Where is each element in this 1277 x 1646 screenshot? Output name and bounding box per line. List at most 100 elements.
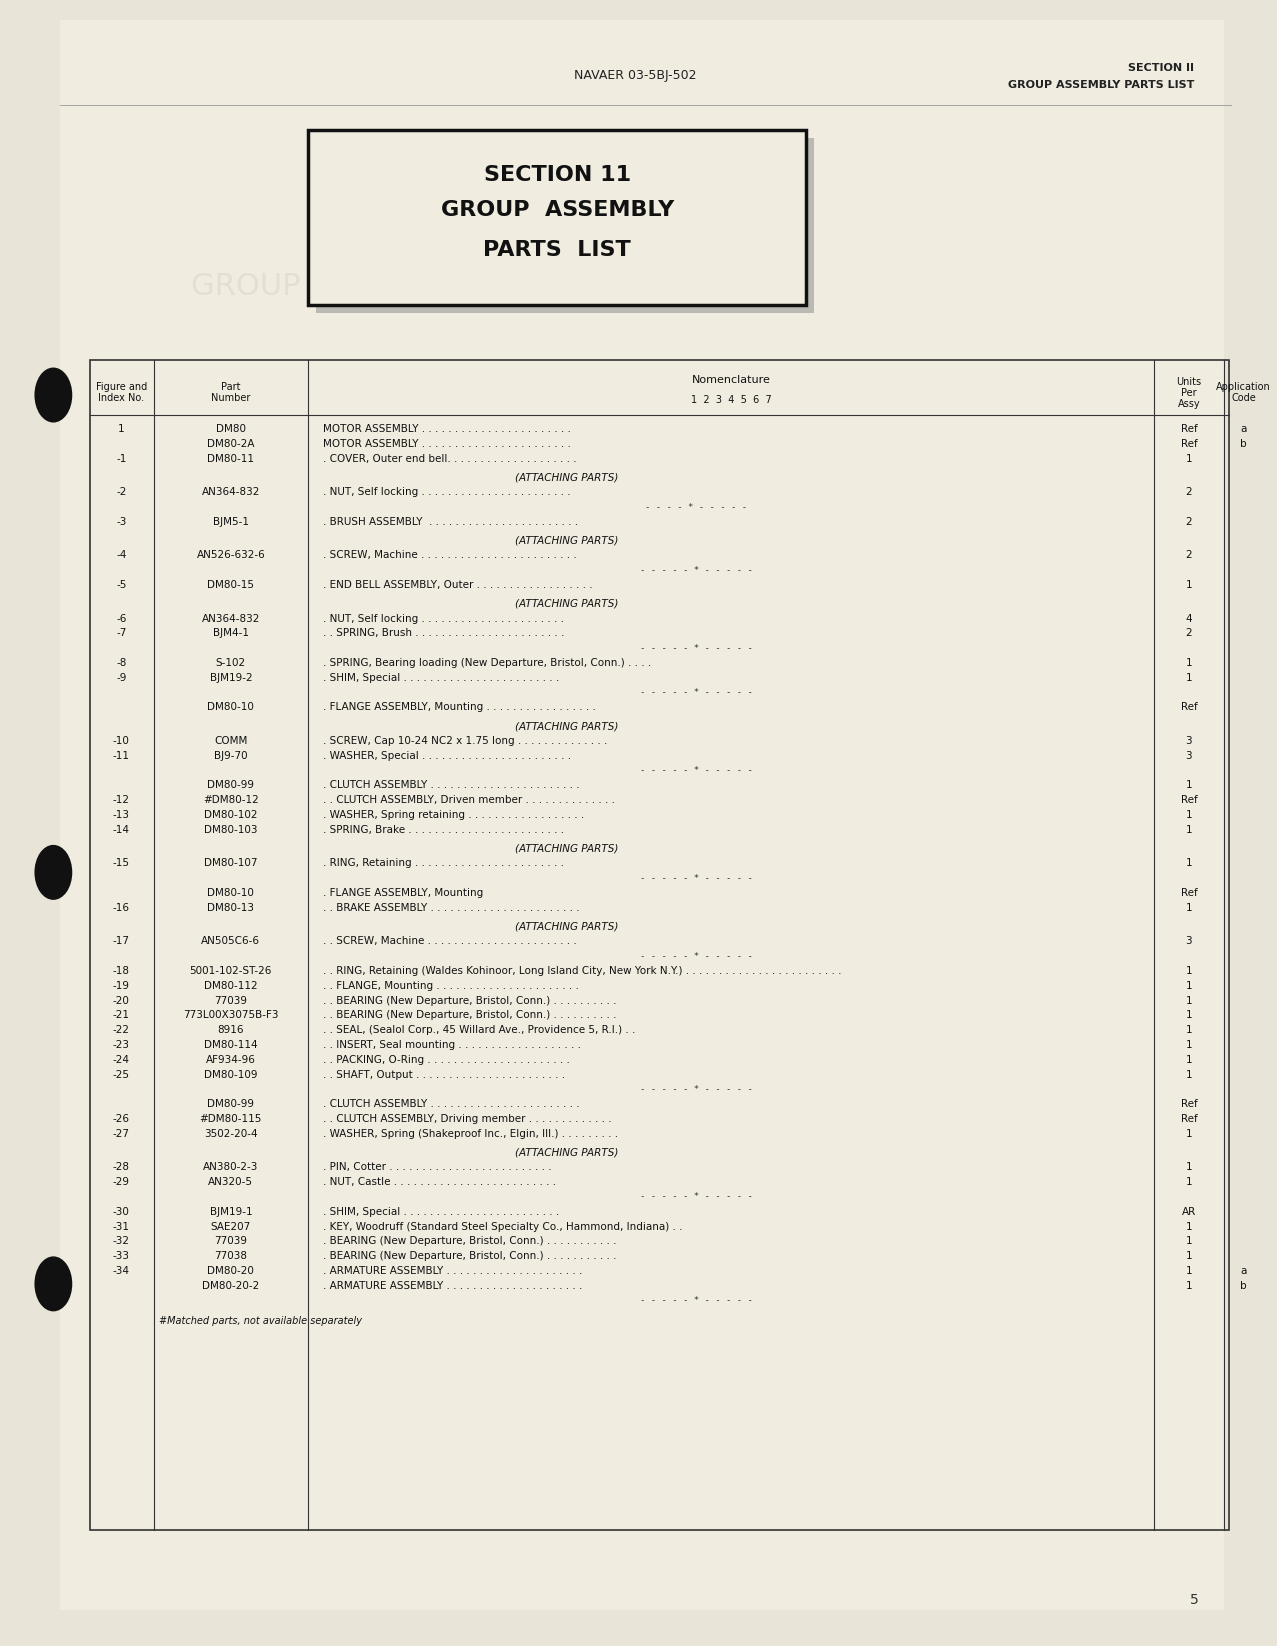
Text: -27: -27 bbox=[112, 1129, 130, 1139]
Text: SAE207: SAE207 bbox=[211, 1221, 252, 1231]
Text: Part: Part bbox=[221, 382, 240, 392]
Text: SECTION II
GROUP ASSEMBLY PARTS LIST: SECTION II GROUP ASSEMBLY PARTS LIST bbox=[190, 239, 645, 301]
Text: 1: 1 bbox=[1185, 859, 1193, 869]
Text: 4: 4 bbox=[1185, 614, 1193, 624]
Text: 1: 1 bbox=[1185, 1251, 1193, 1261]
Text: 1  2  3  4  5  6  7: 1 2 3 4 5 6 7 bbox=[691, 395, 771, 405]
Text: -2: -2 bbox=[116, 487, 126, 497]
Text: -29: -29 bbox=[112, 1177, 130, 1187]
Ellipse shape bbox=[34, 1256, 73, 1312]
Text: 3: 3 bbox=[1185, 751, 1193, 760]
Bar bbox=[89, 360, 1228, 1531]
Text: Per: Per bbox=[1181, 388, 1197, 398]
Text: 1: 1 bbox=[1185, 902, 1193, 914]
Text: . CLUTCH ASSEMBLY . . . . . . . . . . . . . . . . . . . . . . .: . CLUTCH ASSEMBLY . . . . . . . . . . . … bbox=[323, 780, 580, 790]
Text: AN526-632-6: AN526-632-6 bbox=[197, 550, 266, 560]
Text: -32: -32 bbox=[112, 1236, 130, 1246]
Text: . NUT, Self locking . . . . . . . . . . . . . . . . . . . . . .: . NUT, Self locking . . . . . . . . . . … bbox=[323, 614, 564, 624]
Text: (ATTACHING PARTS): (ATTACHING PARTS) bbox=[516, 599, 619, 609]
Text: DM80-99: DM80-99 bbox=[207, 780, 254, 790]
Text: 1: 1 bbox=[1185, 810, 1193, 820]
Text: (ATTACHING PARTS): (ATTACHING PARTS) bbox=[516, 535, 619, 545]
Text: Number: Number bbox=[211, 393, 250, 403]
Text: . . PACKING, O-Ring . . . . . . . . . . . . . . . . . . . . . .: . . PACKING, O-Ring . . . . . . . . . . … bbox=[323, 1055, 571, 1065]
Text: -12: -12 bbox=[112, 795, 130, 805]
Text: . . FLANGE, Mounting . . . . . . . . . . . . . . . . . . . . . .: . . FLANGE, Mounting . . . . . . . . . .… bbox=[323, 981, 580, 991]
Text: GROUP ASSEMBLY PARTS LIST: GROUP ASSEMBLY PARTS LIST bbox=[1008, 81, 1194, 91]
Text: b: b bbox=[1240, 1281, 1248, 1290]
Text: -19: -19 bbox=[112, 981, 130, 991]
Text: DM80-10: DM80-10 bbox=[207, 887, 254, 899]
Text: - - - - - * - - - - -: - - - - - * - - - - - bbox=[640, 1085, 753, 1095]
Text: 773L00X3075B-F3: 773L00X3075B-F3 bbox=[183, 1011, 278, 1021]
Text: 1: 1 bbox=[1185, 1070, 1193, 1080]
Text: 77038: 77038 bbox=[215, 1251, 248, 1261]
Text: . KEY, Woodruff (Standard Steel Specialty Co., Hammond, Indiana) . .: . KEY, Woodruff (Standard Steel Specialt… bbox=[323, 1221, 683, 1231]
Text: 1: 1 bbox=[1185, 1281, 1193, 1290]
Text: 3502-20-4: 3502-20-4 bbox=[204, 1129, 258, 1139]
Text: . . SEAL, (Sealol Corp., 45 Willard Ave., Providence 5, R.I.) . .: . . SEAL, (Sealol Corp., 45 Willard Ave.… bbox=[323, 1025, 636, 1035]
Text: DM80-99: DM80-99 bbox=[207, 1100, 254, 1109]
Text: 2: 2 bbox=[1185, 629, 1193, 639]
Text: . . CLUTCH ASSEMBLY, Driving member . . . . . . . . . . . . .: . . CLUTCH ASSEMBLY, Driving member . . … bbox=[323, 1114, 612, 1124]
Text: . . SHAFT, Output . . . . . . . . . . . . . . . . . . . . . . .: . . SHAFT, Output . . . . . . . . . . . … bbox=[323, 1070, 566, 1080]
Text: - - - - - * - - - - -: - - - - - * - - - - - bbox=[640, 688, 753, 698]
Text: Ref: Ref bbox=[1181, 425, 1198, 435]
Text: - - - - - * - - - - -: - - - - - * - - - - - bbox=[640, 951, 753, 961]
Text: AN505C6-6: AN505C6-6 bbox=[202, 937, 261, 946]
Text: DM80-112: DM80-112 bbox=[204, 981, 258, 991]
FancyBboxPatch shape bbox=[309, 130, 806, 305]
Text: -33: -33 bbox=[112, 1251, 130, 1261]
Text: -23: -23 bbox=[112, 1040, 130, 1050]
Text: . SHIM, Special . . . . . . . . . . . . . . . . . . . . . . . .: . SHIM, Special . . . . . . . . . . . . … bbox=[323, 1207, 559, 1216]
Text: 3: 3 bbox=[1185, 937, 1193, 946]
Text: Units: Units bbox=[1176, 377, 1202, 387]
Text: BJM19-2: BJM19-2 bbox=[209, 673, 252, 683]
Text: 1: 1 bbox=[1185, 1162, 1193, 1172]
Text: Index No.: Index No. bbox=[98, 393, 144, 403]
Text: . . CLUTCH ASSEMBLY, Driven member . . . . . . . . . . . . . .: . . CLUTCH ASSEMBLY, Driven member . . .… bbox=[323, 795, 616, 805]
Text: . RING, Retaining . . . . . . . . . . . . . . . . . . . . . . .: . RING, Retaining . . . . . . . . . . . … bbox=[323, 859, 564, 869]
Text: . FLANGE ASSEMBLY, Mounting: . FLANGE ASSEMBLY, Mounting bbox=[323, 887, 484, 899]
Text: . SPRING, Bearing loading (New Departure, Bristol, Conn.) . . . .: . SPRING, Bearing loading (New Departure… bbox=[323, 658, 651, 668]
Text: -16: -16 bbox=[112, 902, 130, 914]
Text: SECTION 11: SECTION 11 bbox=[484, 165, 631, 184]
Text: 1: 1 bbox=[1185, 825, 1193, 835]
Text: DM80-103: DM80-103 bbox=[204, 825, 258, 835]
Text: BJM4-1: BJM4-1 bbox=[213, 629, 249, 639]
Text: AN320-5: AN320-5 bbox=[208, 1177, 253, 1187]
Text: . END BELL ASSEMBLY, Outer . . . . . . . . . . . . . . . . . .: . END BELL ASSEMBLY, Outer . . . . . . .… bbox=[323, 579, 593, 589]
Text: 1: 1 bbox=[1185, 996, 1193, 1006]
Text: -14: -14 bbox=[112, 825, 130, 835]
Text: 1: 1 bbox=[1185, 1177, 1193, 1187]
Text: - - - - - * - - - - -: - - - - - * - - - - - bbox=[640, 1295, 753, 1305]
Text: Ref: Ref bbox=[1181, 439, 1198, 449]
Text: -30: -30 bbox=[112, 1207, 130, 1216]
Text: . NUT, Self locking . . . . . . . . . . . . . . . . . . . . . . .: . NUT, Self locking . . . . . . . . . . … bbox=[323, 487, 571, 497]
Text: DM80-114: DM80-114 bbox=[204, 1040, 258, 1050]
Text: a: a bbox=[1240, 425, 1246, 435]
Text: BJM5-1: BJM5-1 bbox=[213, 517, 249, 527]
Text: 1: 1 bbox=[1185, 966, 1193, 976]
Text: - - - - - * - - - - -: - - - - - * - - - - - bbox=[640, 765, 753, 775]
FancyBboxPatch shape bbox=[317, 138, 813, 313]
Text: Ref: Ref bbox=[1181, 887, 1198, 899]
Text: Figure and: Figure and bbox=[96, 382, 147, 392]
Text: b: b bbox=[1240, 439, 1248, 449]
Text: -10: -10 bbox=[112, 736, 130, 746]
Text: DM80-10: DM80-10 bbox=[207, 703, 254, 713]
Text: DM80-15: DM80-15 bbox=[207, 579, 254, 589]
Text: DM80-20-2: DM80-20-2 bbox=[202, 1281, 259, 1290]
Text: NAVAER 03-5BJ-502: NAVAER 03-5BJ-502 bbox=[573, 69, 696, 82]
Text: 77039: 77039 bbox=[215, 1236, 248, 1246]
Text: -5: -5 bbox=[116, 579, 126, 589]
Text: Application: Application bbox=[1216, 382, 1271, 392]
Text: -21: -21 bbox=[112, 1011, 130, 1021]
Text: . FLANGE ASSEMBLY, Mounting . . . . . . . . . . . . . . . . .: . FLANGE ASSEMBLY, Mounting . . . . . . … bbox=[323, 703, 596, 713]
Text: 1: 1 bbox=[1185, 454, 1193, 464]
Text: 1: 1 bbox=[1185, 1236, 1193, 1246]
Text: AN364-832: AN364-832 bbox=[202, 487, 261, 497]
Text: . SCREW, Cap 10-24 NC2 x 1.75 long . . . . . . . . . . . . . .: . SCREW, Cap 10-24 NC2 x 1.75 long . . .… bbox=[323, 736, 608, 746]
Text: -1: -1 bbox=[116, 454, 126, 464]
Text: 2: 2 bbox=[1185, 550, 1193, 560]
